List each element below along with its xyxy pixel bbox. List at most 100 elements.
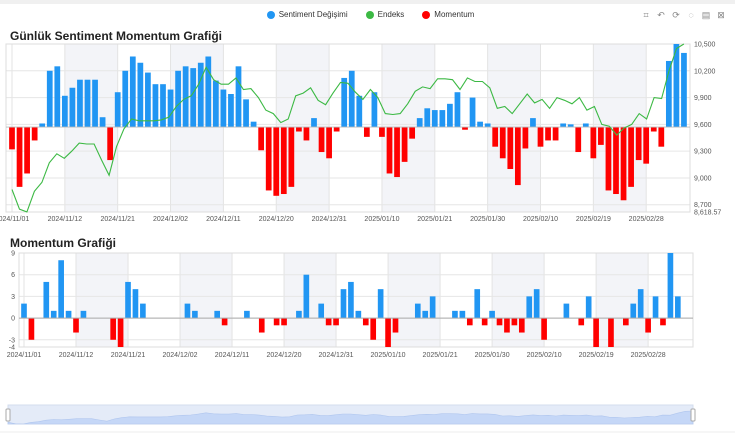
momentum-negative-bar[interactable] (466, 318, 473, 326)
momentum-positive-bar[interactable] (533, 289, 540, 319)
momentum-positive-bar[interactable] (422, 310, 429, 319)
sentiment-bar[interactable] (356, 95, 363, 128)
momentum-negative-bar[interactable] (333, 318, 339, 326)
momentum-positive-bar[interactable] (637, 289, 644, 319)
momentum-positive-bar[interactable] (429, 296, 436, 319)
momentum-bar[interactable] (326, 127, 332, 159)
datazoom-handle-right[interactable] (690, 408, 696, 422)
momentum-bar[interactable] (590, 127, 597, 159)
sentiment-bar[interactable] (665, 60, 672, 128)
momentum-negative-bar[interactable] (593, 318, 599, 347)
sentiment-bar[interactable] (477, 121, 483, 128)
momentum-bar[interactable] (288, 127, 295, 187)
momentum-positive-bar[interactable] (667, 253, 674, 319)
momentum-bar[interactable] (296, 127, 302, 132)
momentum-bar[interactable] (258, 127, 265, 151)
momentum-bar[interactable] (363, 127, 370, 137)
momentum-bar[interactable] (613, 127, 619, 195)
momentum-negative-bar[interactable] (73, 318, 79, 333)
sentiment-bar[interactable] (228, 94, 234, 128)
momentum-bar[interactable] (658, 127, 665, 147)
momentum-bar[interactable] (107, 127, 114, 161)
momentum-positive-bar[interactable] (348, 281, 354, 319)
momentum-negative-bar[interactable] (370, 318, 377, 340)
momentum-bar[interactable] (635, 127, 642, 161)
momentum-negative-bar[interactable] (258, 318, 265, 333)
momentum-negative-bar[interactable] (504, 318, 510, 333)
momentum-bar[interactable] (650, 127, 657, 132)
momentum-positive-bar[interactable] (21, 303, 27, 319)
momentum-bar[interactable] (9, 127, 15, 150)
momentum-positive-bar[interactable] (630, 303, 637, 319)
momentum-positive-bar[interactable] (474, 289, 481, 319)
momentum-negative-bar[interactable] (608, 318, 614, 347)
momentum-bar[interactable] (31, 127, 38, 141)
momentum-negative-bar[interactable] (281, 318, 287, 326)
momentum-negative-bar[interactable] (385, 318, 391, 347)
momentum-bar[interactable] (394, 127, 400, 178)
sentiment-bar[interactable] (190, 68, 197, 128)
sentiment-bar[interactable] (681, 52, 687, 128)
sentiment-bar[interactable] (341, 77, 348, 128)
momentum-positive-bar[interactable] (43, 281, 50, 319)
momentum-bar[interactable] (499, 127, 506, 159)
momentum-negative-bar[interactable] (28, 318, 35, 340)
momentum-bar[interactable] (280, 127, 287, 195)
sentiment-bar[interactable] (167, 89, 174, 128)
momentum-negative-bar[interactable] (110, 318, 116, 340)
momentum-bar[interactable] (16, 127, 23, 187)
save-image-icon[interactable]: ⊠ (717, 10, 725, 20)
sentiment-bar[interactable] (582, 123, 589, 128)
momentum-bar[interactable] (265, 127, 272, 191)
sentiment-bar[interactable] (84, 79, 91, 128)
momentum-positive-bar[interactable] (377, 289, 384, 319)
momentum-negative-bar[interactable] (325, 318, 332, 326)
sentiment-bar[interactable] (122, 70, 129, 128)
momentum-bar[interactable] (522, 127, 529, 149)
sentiment-bar[interactable] (39, 123, 46, 128)
momentum-bar[interactable] (575, 127, 582, 153)
momentum-bar[interactable] (537, 127, 544, 147)
momentum-positive-bar[interactable] (459, 310, 466, 319)
sentiment-bar[interactable] (371, 92, 378, 128)
momentum-positive-bar[interactable] (585, 296, 592, 319)
momentum-positive-bar[interactable] (58, 260, 64, 319)
sentiment-bar[interactable] (243, 99, 249, 128)
momentum-positive-bar[interactable] (296, 310, 302, 319)
momentum-negative-bar[interactable] (541, 318, 547, 340)
momentum-positive-bar[interactable] (652, 296, 659, 319)
momentum-positive-bar[interactable] (340, 289, 347, 319)
momentum-bar[interactable] (492, 127, 499, 147)
momentum-bar[interactable] (273, 127, 280, 196)
momentum-positive-bar[interactable] (244, 310, 250, 319)
sentiment-bar[interactable] (250, 121, 257, 128)
data-view-icon[interactable]: ▤ (701, 10, 711, 20)
sentiment-bar[interactable] (99, 117, 106, 128)
sentiment-bar[interactable] (416, 118, 423, 128)
momentum-bar[interactable] (643, 127, 650, 164)
sentiment-bar[interactable] (46, 70, 53, 128)
momentum-negative-bar[interactable] (221, 318, 228, 326)
momentum-positive-bar[interactable] (80, 310, 87, 319)
sentiment-bar[interactable] (311, 118, 317, 128)
sentiment-bar[interactable] (54, 66, 61, 128)
momentum-bar[interactable] (462, 127, 468, 130)
legend-item-endeks[interactable]: Endeks (365, 10, 404, 19)
sentiment-bar[interactable] (77, 79, 83, 128)
zoom-reset-icon[interactable]: ↶ (657, 10, 665, 20)
momentum-positive-bar[interactable] (414, 303, 421, 319)
momentum-negative-bar[interactable] (623, 318, 629, 326)
momentum-negative-bar[interactable] (362, 318, 369, 326)
momentum-positive-bar[interactable] (184, 303, 191, 319)
sentiment-bar[interactable] (61, 95, 68, 128)
momentum-negative-bar[interactable] (117, 318, 124, 347)
momentum-positive-bar[interactable] (452, 310, 458, 319)
momentum-bar[interactable] (379, 127, 385, 137)
momentum-negative-bar[interactable] (578, 318, 585, 326)
datazoom-handle-left[interactable] (5, 408, 11, 422)
momentum-positive-bar[interactable] (50, 310, 57, 319)
sentiment-bar[interactable] (484, 123, 491, 128)
momentum-positive-bar[interactable] (303, 274, 310, 319)
momentum-positive-bar[interactable] (355, 310, 362, 319)
momentum-bar[interactable] (303, 127, 310, 141)
